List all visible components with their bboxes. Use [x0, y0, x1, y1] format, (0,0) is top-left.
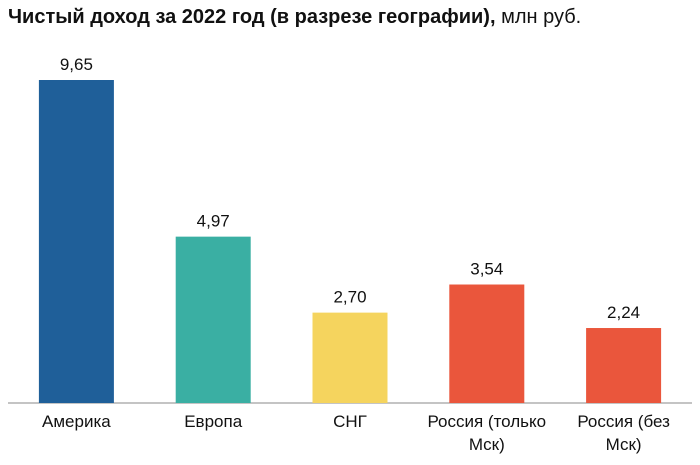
value-label: 9,65 [60, 55, 93, 74]
x-tick-label: Россия (без Мск) [577, 412, 670, 454]
x-tick-label: СНГ [333, 412, 367, 431]
bar [586, 328, 662, 403]
value-label: 4,97 [197, 212, 230, 231]
bar [449, 284, 525, 403]
x-tick-label: Америка [42, 412, 111, 431]
x-tick-label: Россия (только Мск) [427, 412, 547, 454]
value-label: 2,70 [333, 288, 366, 307]
bar [175, 236, 251, 403]
chart-title: Чистый доход за 2022 год (в разрезе геог… [8, 6, 496, 28]
value-label: 2,24 [607, 303, 640, 322]
title-block: Чистый доход за 2022 год (в разрезе геог… [8, 6, 581, 29]
x-tick-label: Европа [184, 412, 243, 431]
bar [38, 80, 114, 403]
value-label: 3,54 [470, 260, 503, 279]
bar [312, 312, 388, 403]
chart-subtitle: млн руб. [501, 6, 582, 28]
